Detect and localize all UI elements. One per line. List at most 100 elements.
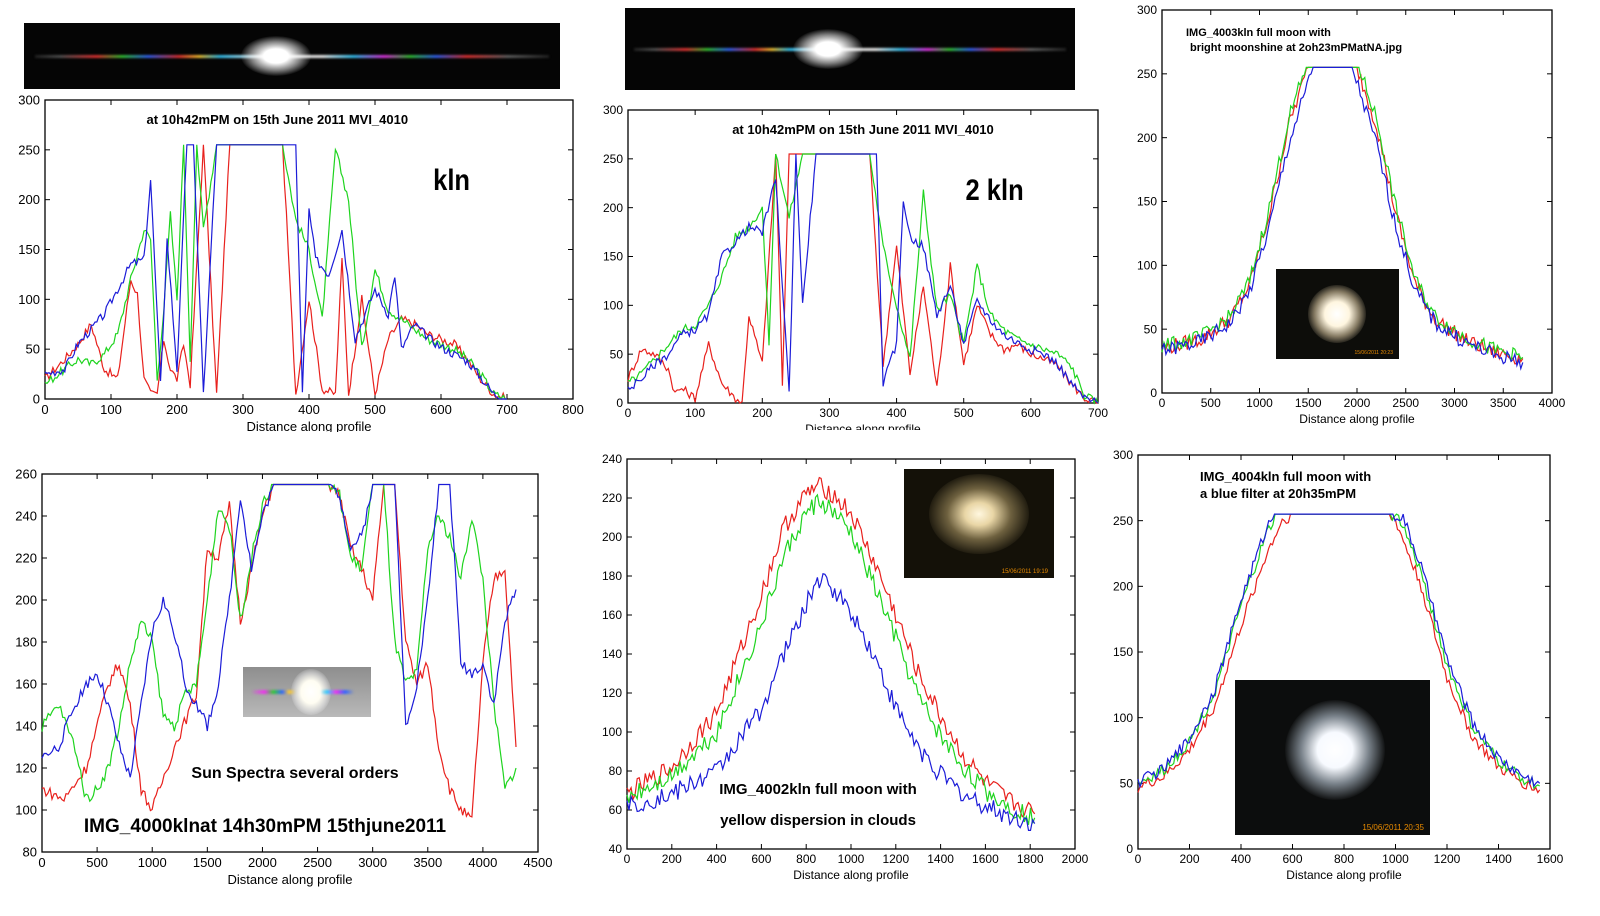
x-tick-label: 1000: [138, 855, 167, 870]
y-tick-label: 250: [1113, 514, 1133, 528]
y-tick-label: 150: [1137, 195, 1157, 209]
x-tick-label: 1200: [1434, 852, 1461, 866]
x-tick-label: 2000: [1344, 396, 1371, 410]
y-tick-label: 100: [18, 292, 40, 307]
y-tick-label: 220: [602, 491, 622, 505]
chart-caption: IMG_4000klnat 14h30mPM 15thjune2011: [84, 816, 447, 837]
x-tick-label: 4000: [468, 855, 497, 870]
x-tick-label: 3000: [1441, 396, 1468, 410]
big-label: kln: [433, 163, 470, 196]
y-tick-label: 300: [603, 103, 623, 117]
series-line-blue: [627, 153, 1099, 404]
y-tick-label: 0: [1150, 386, 1157, 400]
y-tick-label: 120: [602, 686, 622, 700]
y-tick-label: 0: [616, 396, 623, 410]
series-line-blue: [1137, 513, 1541, 789]
chart-title: at 10h42mPM on 15th June 2011 MVI_4010: [732, 122, 994, 137]
y-tick-label: 300: [18, 93, 40, 108]
x-tick-label: 1000: [838, 852, 865, 866]
moon-glow: [1308, 285, 1366, 343]
x-axis-label: Distance along profile: [1286, 868, 1402, 882]
x-tick-label: 0: [624, 852, 631, 866]
moon-photo-inset-p3: 15/06/2011 20:23: [1276, 269, 1399, 359]
x-tick-label: 500: [954, 406, 974, 420]
y-tick-label: 200: [602, 530, 622, 544]
x-tick-label: 600: [430, 402, 452, 417]
x-tick-label: 400: [298, 402, 320, 417]
x-tick-label: 800: [1334, 852, 1354, 866]
y-tick-label: 100: [602, 725, 622, 739]
x-tick-label: 200: [662, 852, 682, 866]
y-tick-label: 220: [15, 551, 37, 566]
x-tick-label: 1400: [927, 852, 954, 866]
y-tick-label: 160: [602, 608, 622, 622]
chart-panel-5: 0 200 400 600 800 1000 1200 1400 1600 1800 2000 40 6…: [602, 452, 1089, 882]
y-tick-label: 200: [603, 201, 623, 215]
x-axis-label: Distance along profile: [793, 868, 909, 882]
moon-glow: [929, 474, 1029, 554]
x-tick-label: 2500: [1392, 396, 1419, 410]
plot-area: [41, 473, 539, 853]
x-tick-label: 1600: [1537, 852, 1564, 866]
y-tick-label: 250: [1137, 67, 1157, 81]
y-tick-label: 180: [602, 569, 622, 583]
x-tick-label: 0: [1159, 396, 1166, 410]
chart-title-line1: IMG_4002kln full moon with: [719, 781, 917, 798]
x-tick-label: 2000: [248, 855, 277, 870]
x-tick-label: 100: [100, 402, 122, 417]
series-line-blue: [626, 573, 1036, 831]
x-tick-label: 300: [819, 406, 839, 420]
chart-title-line1: IMG_4004kln full moon with: [1200, 469, 1371, 484]
y-tick-label: 50: [610, 347, 624, 361]
y-tick-label: 100: [15, 803, 37, 818]
moon-glow: [1285, 700, 1385, 800]
x-tick-label: 400: [1231, 852, 1251, 866]
x-tick-label: 600: [1282, 852, 1302, 866]
y-tick-label: 260: [15, 467, 37, 482]
y-tick-label: 200: [1137, 131, 1157, 145]
x-tick-label: 0: [38, 855, 45, 870]
x-tick-label: 1800: [1017, 852, 1044, 866]
x-tick-label: 2500: [303, 855, 332, 870]
plot-area: [627, 109, 1099, 404]
y-tick-label: 240: [602, 452, 622, 466]
y-tick-label: 50: [1120, 777, 1134, 791]
y-tick-label: 200: [15, 593, 37, 608]
x-tick-label: 3000: [358, 855, 387, 870]
series-line-blue: [44, 144, 507, 400]
x-axis-label: Distance along profile: [227, 872, 352, 887]
chart-panel-1: 0 100 200 300 400 500 600 700 800 0 50 100 150 200 250…: [18, 93, 584, 432]
x-tick-label: 0: [41, 402, 48, 417]
chart-title-line2: yellow dispersion in clouds: [720, 812, 916, 829]
y-tick-label: 80: [23, 845, 37, 860]
photo-timestamp: 15/06/2011 20:23: [1354, 350, 1393, 356]
y-tick-label: 150: [603, 250, 623, 264]
x-tick-label: 500: [364, 402, 386, 417]
x-tick-label: 500: [86, 855, 108, 870]
x-tick-label: 3500: [1490, 396, 1517, 410]
x-tick-label: 600: [1021, 406, 1041, 420]
y-tick-label: 250: [18, 142, 40, 157]
y-tick-label: 140: [602, 647, 622, 661]
y-tick-label: 120: [15, 761, 37, 776]
y-tick-label: 100: [1113, 711, 1133, 725]
chart-title-line1: IMG_4003kln full moon with: [1186, 27, 1331, 39]
series-line-blue: [1161, 66, 1524, 371]
y-tick-label: 160: [15, 677, 37, 692]
x-tick-label: 800: [562, 402, 584, 417]
x-axis-label: Distance along profile: [1299, 412, 1415, 426]
y-tick-label: 60: [609, 803, 623, 817]
x-tick-label: 700: [496, 402, 518, 417]
x-tick-label: 1500: [193, 855, 222, 870]
spectrum-center-glow: [792, 29, 863, 69]
x-tick-label: 1000: [1246, 396, 1273, 410]
y-tick-label: 100: [603, 299, 623, 313]
x-tick-label: 1600: [972, 852, 999, 866]
moon-photo-inset-p5: 15/06/2011 19:19: [904, 469, 1054, 578]
y-tick-label: 50: [26, 342, 40, 357]
x-tick-label: 400: [707, 852, 727, 866]
spectrum-image-middle: [625, 8, 1075, 90]
x-tick-label: 1200: [882, 852, 909, 866]
x-tick-label: 0: [625, 406, 632, 420]
spectrum-dots: [251, 690, 363, 694]
